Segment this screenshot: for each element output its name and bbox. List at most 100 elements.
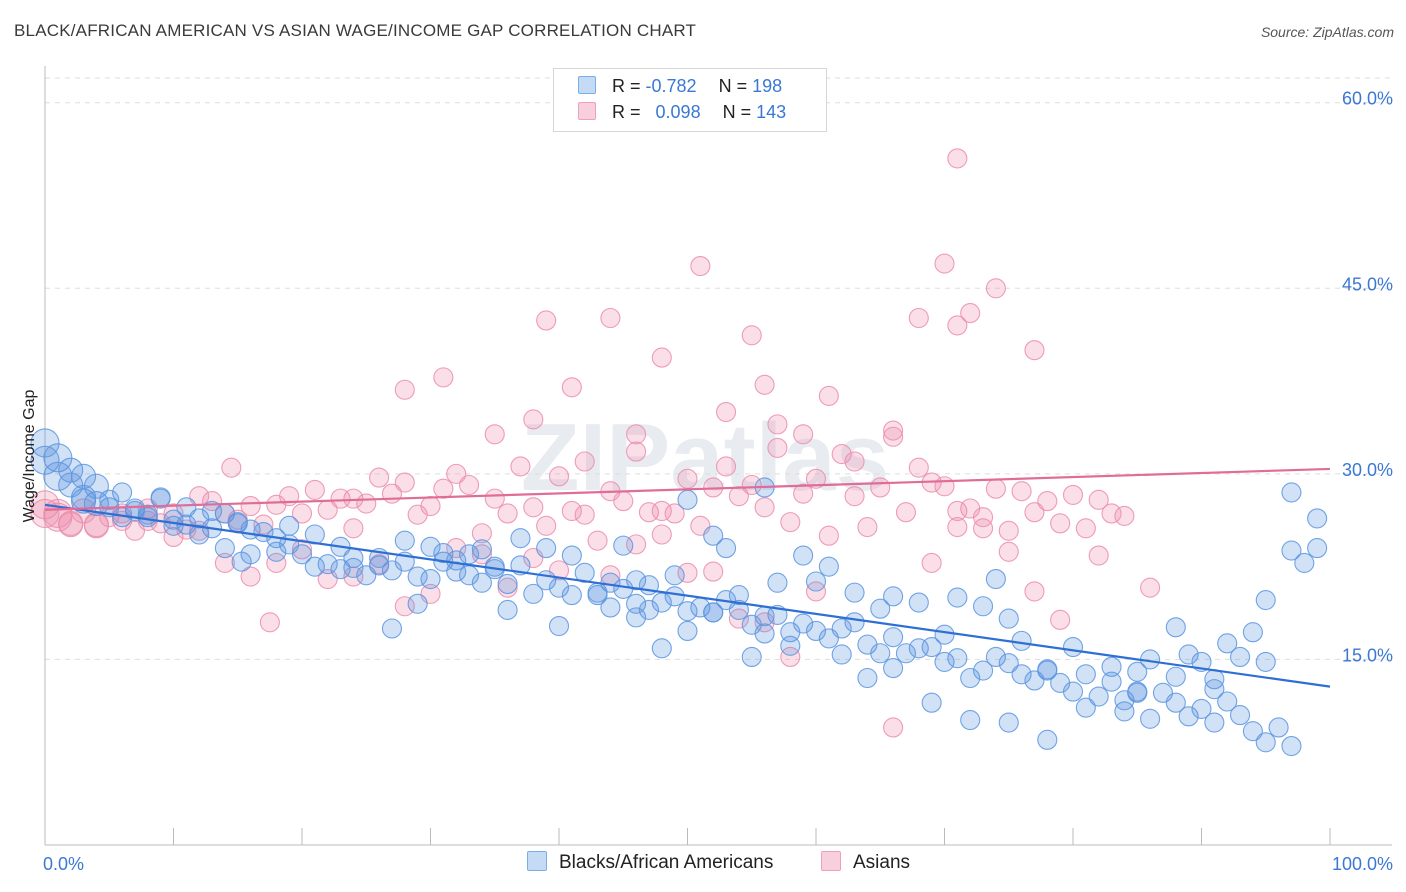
blacks-point — [471, 572, 492, 593]
blacks-point — [985, 646, 1006, 668]
asians-point — [574, 451, 595, 472]
asians-point — [651, 347, 672, 368]
legend-n-label: N = — [722, 102, 752, 122]
y-tick-label: 15.0% — [1342, 645, 1393, 665]
asians-point — [600, 307, 621, 329]
blacks-point — [728, 585, 749, 606]
blacks-point — [908, 592, 929, 613]
blacks-point — [883, 658, 904, 679]
blacks-point — [43, 461, 73, 491]
asians-point — [883, 420, 904, 441]
blacks-point — [934, 651, 955, 672]
x-tick-label-min: 0.0% — [43, 854, 84, 874]
blacks-point — [870, 643, 891, 664]
blacks-point — [1062, 637, 1084, 658]
asians-point — [446, 463, 467, 484]
blacks-point — [895, 643, 917, 664]
blacks-point — [793, 545, 814, 566]
blacks-point — [1101, 671, 1122, 692]
asians-point — [1101, 503, 1122, 524]
asians-point — [536, 310, 557, 331]
blacks-point — [58, 472, 84, 498]
asians-point — [291, 503, 313, 524]
asians-point — [613, 491, 634, 512]
bottom-legend-blacks: Blacks/African Americans — [527, 851, 773, 874]
asians-point — [574, 504, 595, 525]
blacks-point — [664, 586, 685, 607]
asians-point — [1088, 489, 1109, 510]
blacks-point — [330, 559, 351, 580]
asians-point — [908, 457, 929, 478]
blacks-point — [510, 555, 531, 576]
asians-point — [767, 437, 788, 458]
blacks-point — [1037, 729, 1058, 750]
asians-point — [420, 495, 441, 517]
asians-point — [767, 414, 788, 435]
asians-point — [626, 424, 647, 445]
asians-point — [1075, 518, 1096, 539]
blacks-point — [703, 525, 724, 546]
asians-point — [1024, 581, 1045, 602]
blacks-point — [1204, 679, 1225, 700]
legend-swatch-pink — [821, 851, 841, 871]
asians-point — [240, 566, 261, 587]
asians-point — [793, 483, 814, 504]
asians-point — [972, 507, 994, 528]
blacks-point — [1307, 508, 1328, 529]
blacks-point — [1011, 664, 1032, 685]
asians-point — [1024, 340, 1045, 361]
asians-point — [214, 552, 235, 573]
blacks-point — [587, 585, 608, 606]
blacks-point — [1230, 646, 1251, 668]
blacks-point — [1101, 656, 1122, 677]
asians-point — [626, 534, 647, 555]
blacks-point — [214, 538, 235, 559]
asians-point — [985, 278, 1006, 299]
blacks-point — [921, 692, 942, 713]
blacks-point — [600, 597, 621, 618]
asians-point — [985, 478, 1006, 499]
asians-point — [1088, 545, 1109, 566]
blacks-point — [960, 667, 981, 689]
blacks-point — [908, 638, 929, 659]
asians-point — [677, 562, 698, 583]
blacks-point — [741, 646, 762, 668]
blacks-point — [394, 530, 415, 551]
blacks-point — [1268, 717, 1289, 738]
blacks-point — [163, 515, 184, 536]
blacks-point — [1127, 661, 1148, 682]
blacks-point — [1088, 686, 1109, 707]
blacks-point — [805, 571, 827, 592]
asians-point — [664, 503, 685, 524]
blacks-point — [998, 608, 1019, 629]
asians-point — [895, 502, 917, 523]
blacks-point — [1281, 540, 1302, 561]
blacks-point — [536, 538, 557, 559]
legend-swatch-pink — [578, 102, 596, 120]
asians-point — [1140, 577, 1161, 598]
blacks-point — [420, 568, 441, 590]
asians-point — [259, 612, 280, 633]
blacks-point — [613, 535, 634, 556]
legend-r-value-blacks: -0.782 — [645, 76, 697, 96]
blacks-point — [883, 627, 904, 648]
asians-point — [857, 517, 878, 538]
asians-point — [1050, 513, 1071, 534]
blacks-point — [1191, 651, 1212, 672]
asians-point — [741, 474, 762, 496]
y-tick-label: 30.0% — [1342, 460, 1393, 480]
blacks-point — [947, 648, 968, 669]
asians-point — [998, 520, 1019, 541]
asians-point — [1050, 609, 1071, 630]
asians-point — [947, 517, 968, 538]
asians-point — [433, 478, 454, 499]
asians-point — [548, 466, 570, 487]
source-label: Source: ZipAtlas.com — [1260, 24, 1394, 40]
asians-point — [163, 526, 184, 548]
blacks-point — [1255, 651, 1276, 672]
asians-point — [805, 468, 827, 489]
asians-point — [754, 497, 775, 518]
blacks-point — [446, 550, 467, 571]
blacks-point — [677, 489, 698, 510]
blacks-point — [638, 599, 660, 621]
